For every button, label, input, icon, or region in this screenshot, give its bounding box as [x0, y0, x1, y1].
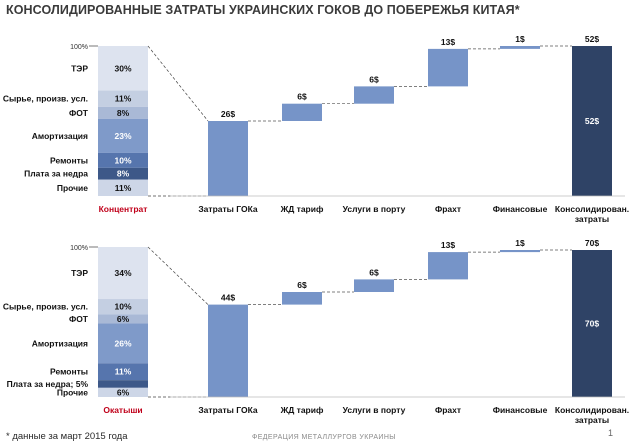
p1-bar-4	[428, 48, 468, 87]
p1-bar-6	[572, 46, 612, 196]
p1-stack-name-3: ФОТ	[69, 108, 89, 118]
p2-category-label-4: Фрахт	[435, 405, 461, 415]
p1-bar-1	[208, 121, 248, 196]
p1-bar-value-label-6: 52$	[585, 34, 599, 44]
p1-stack-segment-2	[98, 90, 148, 107]
p2-stack-segment-4	[98, 323, 148, 364]
p2-category-label-2: ЖД тариф	[280, 405, 324, 415]
p1-stack-percent-7: 11%	[115, 183, 132, 193]
p1-category-label-5: Финансовые	[493, 204, 548, 214]
p2-bar-value-label-4: 13$	[441, 240, 455, 250]
p1-stack-percent-3: 8%	[117, 108, 130, 118]
p1-stack-name-7: Прочие	[57, 183, 88, 193]
p2-bar-4	[428, 252, 468, 280]
p2-bar-value-label-1: 44$	[221, 293, 235, 303]
p2-category-label-1: Затраты ГОКа	[198, 405, 258, 415]
p1-stack-name-6: Плата за недра	[24, 169, 88, 179]
p1-stack-percent-1: 30%	[114, 63, 131, 73]
p2-category-label-6-line1: Консолидирован.	[555, 405, 629, 415]
slide-title: КОНСОЛИДИРОВАННЫЕ ЗАТРАТЫ УКРАИНСКИХ ГОК…	[6, 3, 520, 17]
p2-stack-name-7: Прочие	[57, 387, 88, 397]
p1-bar-value-label-3: 6$	[369, 74, 379, 84]
p1-stack-name-4: Амортизация	[32, 131, 88, 141]
p2-bar-2	[282, 292, 322, 305]
p1-stack-percent-4: 23%	[114, 131, 131, 141]
p2-stack-segment-3	[98, 314, 148, 324]
p2-bar-1	[208, 304, 248, 397]
p2-category-label-5: Финансовые	[493, 405, 548, 415]
p1-bar-2	[282, 103, 322, 121]
p2-stack-segment-7	[98, 387, 148, 397]
p1-bar-3	[354, 86, 394, 104]
p2-connector-top	[147, 246, 209, 305]
p2-stack-name-6: Плата за недра; 5%	[7, 379, 89, 389]
p1-category-label-6-line2: затраты	[575, 214, 609, 224]
p1-top-percent-label: 100%	[70, 44, 88, 51]
p2-stack-segment-5	[98, 363, 148, 381]
p2-bar-5	[500, 250, 540, 253]
p1-category-label-2: ЖД тариф	[280, 204, 324, 214]
p2-stack-segment-2	[98, 299, 148, 315]
p1-category-label-3: Услуги в порту	[343, 204, 406, 214]
p2-category-label-6-line2: затраты	[575, 415, 609, 425]
p2-top-percent-label: 100%	[70, 245, 88, 252]
p2-stack-percent-3: 6%	[117, 314, 130, 324]
p2-stack-segment-6	[98, 380, 148, 388]
p1-bar-5	[500, 46, 540, 49]
p1-category-label-6-line1: Консолидирован.	[555, 204, 629, 214]
p1-stack-segment-5	[98, 152, 148, 168]
p1-stack-segment-3	[98, 106, 148, 119]
p1-stack-percent-5: 10%	[114, 155, 131, 165]
p2-stack-percent-1: 34%	[114, 268, 131, 278]
p1-bar-value-label-1: 26$	[221, 109, 235, 119]
p2-stack-name-2: Сырье, произв. усл.	[3, 302, 88, 312]
p1-category-label-1: Затраты ГОКа	[198, 204, 258, 214]
p1-stack-name-5: Ремонты	[50, 155, 88, 165]
p2-bar-3	[354, 279, 394, 292]
p1-category-label-4: Фрахт	[435, 204, 461, 214]
p2-stack-name-4: Амортизация	[32, 338, 88, 348]
p1-stack-segment-1	[98, 46, 148, 91]
p1-stack-segment-6	[98, 167, 148, 180]
p1-bar-value-label-4: 13$	[441, 37, 455, 47]
footer-organization: ФЕДЕРАЦИЯ МЕТАЛЛУРГОВ УКРАИНЫ	[252, 434, 396, 441]
p2-composition-label: Окатыши	[103, 405, 142, 415]
p1-bar-value-label-2: 6$	[297, 92, 307, 102]
p1-total-inner-label: 52$	[585, 116, 599, 126]
p2-bar-value-label-6: 70$	[585, 238, 599, 248]
p2-bar-value-label-3: 6$	[369, 267, 379, 277]
p1-stack-percent-6: 8%	[117, 169, 130, 179]
p2-stack-percent-7: 6%	[117, 387, 130, 397]
p1-stack-segment-7	[98, 179, 148, 196]
p2-category-label-3: Услуги в порту	[343, 405, 406, 415]
p1-composition-label: Концентрат	[99, 204, 148, 214]
page-number: 1	[608, 428, 614, 438]
p1-stack-name-2: Сырье, произв. усл.	[3, 94, 88, 104]
p2-bar-value-label-5: 1$	[515, 238, 525, 248]
p2-stack-segment-1	[98, 247, 148, 300]
p2-total-inner-label: 70$	[585, 319, 599, 329]
p2-stack-name-1: ТЭР	[71, 268, 88, 278]
p2-stack-name-3: ФОТ	[69, 314, 89, 324]
p1-bar-value-label-5: 1$	[515, 34, 525, 44]
footnote: * данные за март 2015 года	[6, 431, 128, 442]
p2-bar-6	[572, 250, 612, 397]
p1-connector-top	[147, 45, 209, 122]
p2-stack-percent-5: 11%	[115, 367, 132, 377]
p1-stack-percent-2: 11%	[115, 94, 132, 104]
p2-bar-value-label-2: 6$	[297, 280, 307, 290]
p2-stack-percent-2: 10%	[114, 302, 131, 312]
p1-stack-name-1: ТЭР	[71, 63, 88, 73]
p2-stack-name-5: Ремонты	[50, 367, 88, 377]
p2-stack-percent-4: 26%	[114, 338, 131, 348]
p1-stack-segment-4	[98, 118, 148, 153]
